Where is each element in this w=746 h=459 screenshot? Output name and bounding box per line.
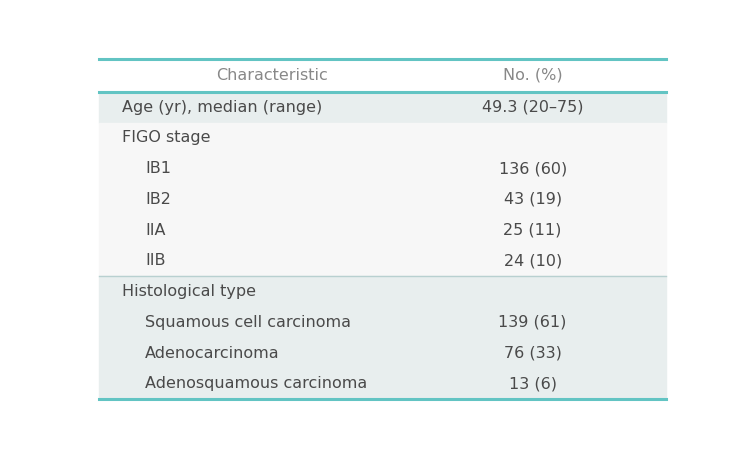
Bar bbox=[99, 153, 665, 184]
Text: 25 (11): 25 (11) bbox=[504, 223, 562, 238]
Bar bbox=[99, 276, 665, 307]
Text: Adenosquamous carcinoma: Adenosquamous carcinoma bbox=[145, 376, 368, 392]
Text: Age (yr), median (range): Age (yr), median (range) bbox=[122, 100, 322, 115]
Bar bbox=[99, 307, 665, 338]
Text: Characteristic: Characteristic bbox=[216, 68, 328, 83]
Bar bbox=[99, 215, 665, 246]
Text: Histological type: Histological type bbox=[122, 284, 256, 299]
Bar bbox=[99, 59, 665, 92]
Text: 139 (61): 139 (61) bbox=[498, 315, 567, 330]
Bar bbox=[99, 92, 665, 123]
Bar bbox=[99, 123, 665, 153]
Text: 136 (60): 136 (60) bbox=[498, 161, 567, 176]
Text: 76 (33): 76 (33) bbox=[504, 346, 562, 361]
Text: 43 (19): 43 (19) bbox=[504, 192, 562, 207]
Text: FIGO stage: FIGO stage bbox=[122, 130, 210, 146]
Text: Adenocarcinoma: Adenocarcinoma bbox=[145, 346, 280, 361]
Bar bbox=[99, 184, 665, 215]
Text: Squamous cell carcinoma: Squamous cell carcinoma bbox=[145, 315, 351, 330]
Text: No. (%): No. (%) bbox=[503, 68, 562, 83]
Text: 49.3 (20–75): 49.3 (20–75) bbox=[482, 100, 583, 115]
Bar bbox=[99, 338, 665, 369]
Text: IIB: IIB bbox=[145, 253, 166, 269]
Text: IB1: IB1 bbox=[145, 161, 172, 176]
Bar bbox=[99, 369, 665, 399]
Bar bbox=[99, 246, 665, 276]
Text: IIA: IIA bbox=[145, 223, 166, 238]
Text: 13 (6): 13 (6) bbox=[509, 376, 557, 392]
Text: IB2: IB2 bbox=[145, 192, 171, 207]
Text: 24 (10): 24 (10) bbox=[504, 253, 562, 269]
